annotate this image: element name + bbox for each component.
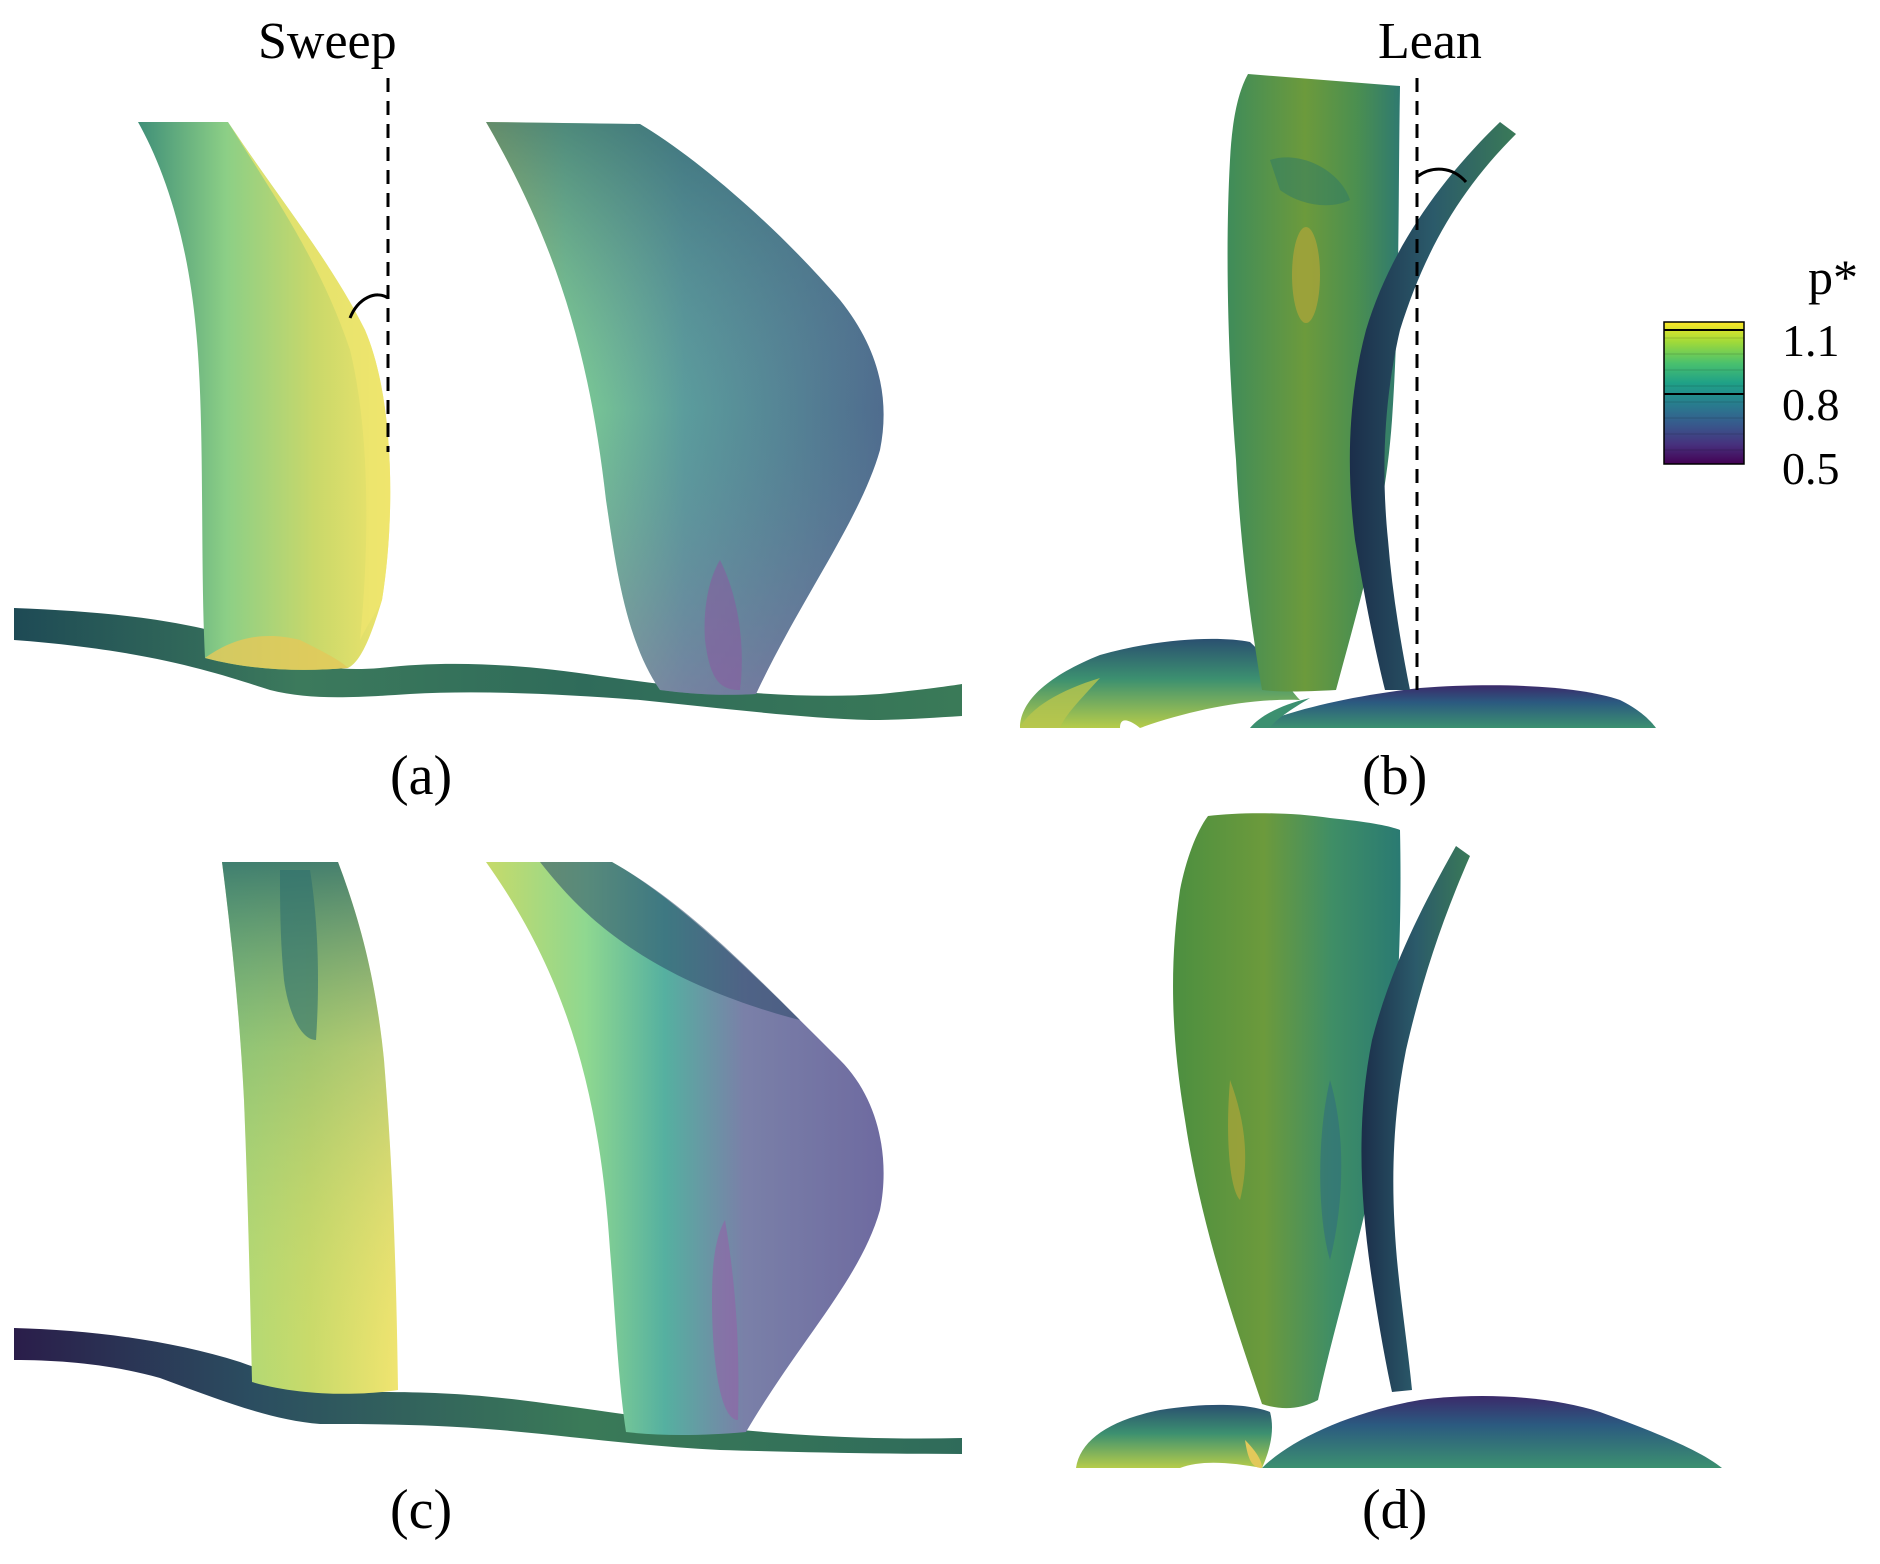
panel-b-base-right — [1250, 685, 1656, 728]
colorbar-title: p* — [1808, 249, 1858, 305]
panel-c-hub — [14, 1328, 962, 1454]
lean-angle-arc — [1417, 167, 1468, 184]
colorbar-bands — [1664, 337, 1744, 451]
panel-label-b: (b) — [1362, 745, 1428, 807]
sweep-angle-arc — [348, 293, 389, 319]
colorbar-tick-label-high: 1.1 — [1782, 315, 1840, 366]
panel-b-blade-2 — [1349, 122, 1516, 690]
sweep-label: Sweep — [258, 13, 397, 70]
panel-d-base-right — [1262, 1396, 1722, 1468]
colorbar-tick-label-low: 0.5 — [1782, 443, 1840, 494]
lean-label: Lean — [1378, 13, 1482, 70]
panel-d-blade-2 — [1361, 846, 1470, 1392]
colorbar — [1663, 321, 1745, 465]
panel-a-blade-1 — [138, 122, 391, 670]
panel-d-render — [1076, 813, 1722, 1468]
panel-a-render — [14, 78, 962, 720]
panel-c-render — [14, 862, 962, 1454]
panel-label-a: (a) — [390, 745, 453, 807]
panel-b-render — [1020, 74, 1656, 728]
panel-b-base-left — [1020, 638, 1300, 728]
panel-d-blade-1 — [1173, 813, 1401, 1409]
panel-label-c: (c) — [390, 1479, 453, 1541]
panel-a-hub — [14, 608, 962, 720]
panel-d-base-left — [1076, 1404, 1273, 1468]
panel-label-d: (d) — [1362, 1479, 1428, 1541]
colorbar-tick-label-mid: 0.8 — [1782, 379, 1840, 430]
